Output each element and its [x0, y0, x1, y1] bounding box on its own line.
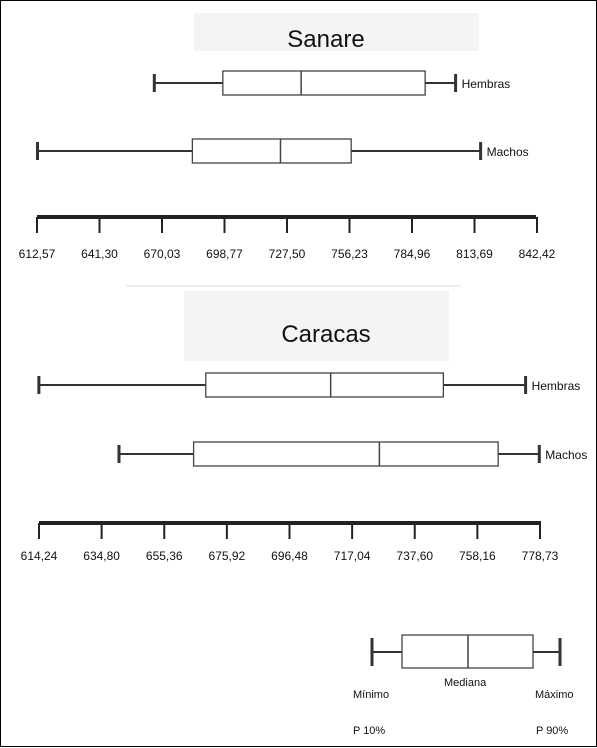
x-tick-label: 612,57: [19, 247, 56, 261]
x-tick-label: 696,48: [271, 549, 308, 563]
iqr-box: [222, 70, 426, 96]
iqr-box: [191, 138, 352, 164]
x-tick-label: 641,30: [81, 247, 118, 261]
panel-sanare: Sanare 612,57 641,30 670,03 698,77 727,50 756,…: [19, 13, 556, 287]
x-tick-label: 634,80: [83, 549, 120, 563]
legend-min-label: Mínimo: [353, 689, 389, 701]
panel-title-sanare: Sanare: [287, 26, 364, 53]
iqr-box: [192, 441, 499, 467]
panel-title-caracas: Caracas: [281, 321, 370, 348]
x-tick-label: 698,77: [206, 247, 243, 261]
panel-caracas: Caracas 614,24 634,80 655,36 675,92 696,48 717…: [21, 291, 587, 563]
series-label-hembras: Hembras: [462, 77, 511, 91]
legend-p10-label: P 10%: [353, 725, 385, 737]
x-tick-label: 655,36: [146, 549, 183, 563]
boxplot-caracas-hembras: Hembras: [37, 372, 581, 398]
title-band-caracas: [184, 291, 449, 361]
x-tick-label: 727,50: [269, 247, 306, 261]
x-tick-label: 842,42: [519, 247, 556, 261]
x-tick-label: 614,24: [21, 549, 58, 563]
boxplot-caracas-machos: Machos: [117, 441, 587, 467]
boxplot-sanare-hembras: Hembras: [152, 70, 511, 96]
title-band-sanare: [194, 13, 479, 51]
boxplot-sanare-machos: Machos: [36, 138, 529, 164]
series-label-machos: Machos: [545, 448, 587, 462]
series-label-hembras: Hembras: [532, 379, 581, 393]
x-tick-label: 756,23: [331, 247, 368, 261]
x-tick-label: 670,03: [144, 247, 181, 261]
legend: Mínimo Mediana Máximo P 10% P 90%: [353, 634, 574, 737]
legend-max-label: Máximo: [535, 689, 574, 701]
x-tick-label: 778,73: [522, 549, 559, 563]
legend-p90-label: P 90%: [536, 725, 568, 737]
iqr-box: [205, 372, 445, 398]
x-tick-label: 784,96: [394, 247, 431, 261]
series-label-machos: Machos: [487, 145, 529, 159]
x-tick-label: 675,92: [209, 549, 246, 563]
legend-median-label: Mediana: [444, 677, 487, 689]
x-tick-label: 717,04: [334, 549, 371, 563]
x-tick-label: 813,69: [456, 247, 493, 261]
x-tick-label: 737,60: [396, 549, 433, 563]
x-tick-label: 758,16: [459, 549, 496, 563]
